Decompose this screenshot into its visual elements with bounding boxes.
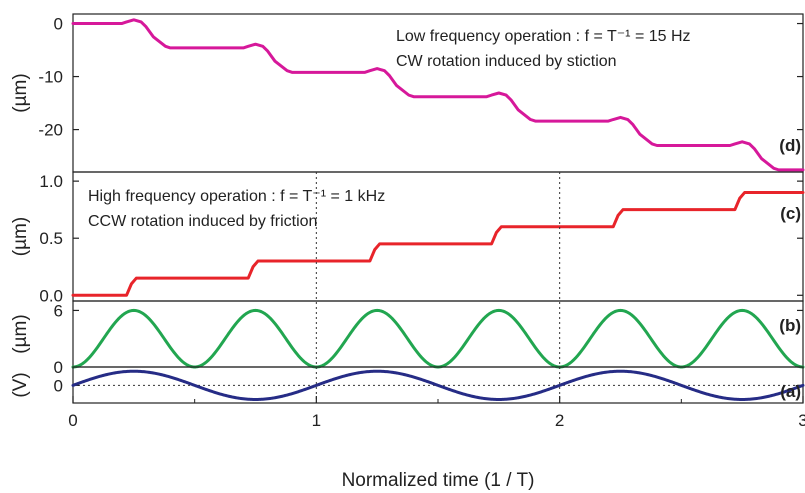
panel-c-series-line xyxy=(71,191,805,297)
panel-d-ytick-label: -10 xyxy=(38,68,63,87)
panel-d-ytick-label: -20 xyxy=(38,121,63,140)
x-tick-label: 2 xyxy=(555,411,564,430)
panel-d: 0 -10 -20 (µm) (d) Low frequency operation : … xyxy=(10,13,805,173)
panel-c-annotation: CCW rotation induced by friction xyxy=(88,213,317,230)
panel-b-frame xyxy=(72,300,804,368)
x-axis: Normalized time (1 / T) 0 1 2 3 xyxy=(68,396,805,491)
panel-d-annotation: CW rotation induced by stiction xyxy=(396,53,617,70)
panel-b-ytick-label: 6 xyxy=(54,301,63,320)
panel-c-label: (c) xyxy=(780,204,801,223)
panel-a-ytick-label: 0 xyxy=(54,376,63,395)
panel-b-series-line xyxy=(71,308,805,369)
panel-b-label: (b) xyxy=(779,316,801,335)
panel-c-ylabel: (µm) xyxy=(10,217,31,256)
panel-c-ytick-label: 0.5 xyxy=(39,229,63,248)
panel-d-ylabel: (µm) xyxy=(10,73,31,112)
panel-d-ytick-label: 0 xyxy=(54,15,63,34)
panel-c-ytick-label: 0.0 xyxy=(39,286,63,305)
panel-c: 0.0 0.5 1.0 (µm) (c) High frequency operation… xyxy=(10,171,805,305)
panel-b: 0 6 (µm) (b) xyxy=(10,300,805,377)
x-tick-label: 3 xyxy=(798,411,805,430)
x-tick-label: 1 xyxy=(312,411,321,430)
panel-a: 0 (V) (a) xyxy=(10,172,805,404)
panel-a-ylabel: (V) xyxy=(10,372,31,397)
panel-b-ytick-label: 0 xyxy=(54,358,63,377)
panel-b-ylabel: (µm) xyxy=(10,314,31,353)
panel-c-annotation: High frequency operation : f = T⁻¹ = 1 k… xyxy=(88,188,385,205)
panel-d-label: (d) xyxy=(779,136,801,155)
panel-a-series-line xyxy=(71,369,805,401)
panel-d-annotation: Low frequency operation : f = T⁻¹ = 15 H… xyxy=(396,28,691,45)
panel-c-ytick-label: 1.0 xyxy=(39,172,63,191)
x-tick-label: 0 xyxy=(68,411,77,430)
panel-d-series-line xyxy=(71,18,805,172)
x-axis-title: Normalized time (1 / T) xyxy=(342,470,535,491)
panel-a-label: (a) xyxy=(780,382,801,401)
